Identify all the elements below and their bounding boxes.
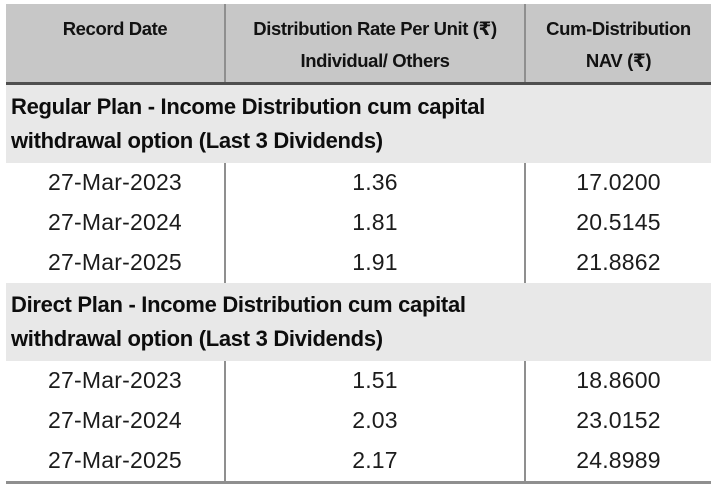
section-title-direct-line1: Direct Plan - Income Distribution cum ca…: [11, 291, 466, 317]
dividend-history-table: Record Date Distribution Rate Per Unit (…: [6, 4, 711, 484]
header-cell-record-date: Record Date: [6, 4, 225, 85]
distribution-rate-cell: 1.51: [224, 360, 525, 401]
record-date-cell: 27-Mar-2023: [48, 367, 182, 393]
section-title-regular-line2: withdrawal option (Last 3 Dividends): [11, 127, 383, 153]
distribution-rate-cell: 1.91: [224, 242, 525, 283]
cum-distribution-nav-cell: 21.8862: [524, 242, 711, 283]
table-header-row: Record Date Distribution Rate Per Unit (…: [6, 4, 711, 85]
cum-distribution-nav-header-line2: NAV (₹): [585, 50, 652, 71]
distribution-rate-cell: 1.36: [224, 162, 525, 203]
header-cell-distribution-rate: Distribution Rate Per Unit (₹) Individua…: [224, 4, 525, 85]
record-date-header-label: Record Date: [62, 18, 168, 39]
section-row-direct-plan: Direct Plan - Income Distribution cum ca…: [6, 282, 711, 361]
cum-distribution-nav-cell: 20.5145: [524, 202, 711, 243]
record-date-cell: 27-Mar-2025: [6, 440, 225, 484]
section-row-regular-plan: Regular Plan - Income Distribution cum c…: [6, 83, 711, 163]
distribution-rate-header-line2: Individual/ Others: [300, 50, 450, 71]
distribution-rate-cell: 1.81: [224, 202, 525, 243]
table-row: 27-Mar-2024 1.81 20.5145: [6, 202, 711, 243]
header-cell-cum-distribution-nav: Cum-Distribution NAV (₹): [524, 4, 711, 85]
record-date-cell: 27-Mar-2024: [48, 209, 182, 235]
cum-distribution-nav-cell: 18.8600: [524, 360, 711, 401]
table-row: 27-Mar-2024 2.03 23.0152: [6, 400, 711, 441]
table-row: 27-Mar-2025 2.17 24.8989: [6, 440, 711, 484]
section-title-regular-plan: Regular Plan - Income Distribution cum c…: [6, 83, 711, 163]
distribution-rate-cell: 2.03: [224, 400, 525, 441]
cum-distribution-nav-header-line1: Cum-Distribution: [546, 18, 691, 39]
distribution-rate-cell: 2.17: [224, 440, 525, 484]
section-title-direct-plan: Direct Plan - Income Distribution cum ca…: [6, 282, 711, 361]
table-row: 27-Mar-2025 1.91 21.8862: [6, 242, 711, 283]
distribution-rate-header-line1: Distribution Rate Per Unit (₹): [253, 18, 497, 39]
record-date-cell: 27-Mar-2024: [48, 407, 182, 433]
cum-distribution-nav-cell: 17.0200: [524, 162, 711, 203]
cum-distribution-nav-cell: 23.0152: [524, 400, 711, 441]
record-date-cell: 27-Mar-2025: [48, 249, 182, 275]
section-title-regular-line1: Regular Plan - Income Distribution cum c…: [11, 93, 485, 119]
section-title-direct-line2: withdrawal option (Last 3 Dividends): [11, 325, 383, 351]
table-row: 27-Mar-2023 1.51 18.8600: [6, 360, 711, 401]
cum-distribution-nav-cell: 24.8989: [524, 440, 711, 484]
record-date-cell: 27-Mar-2023: [48, 169, 182, 195]
table-row: 27-Mar-2023 1.36 17.0200: [6, 162, 711, 203]
